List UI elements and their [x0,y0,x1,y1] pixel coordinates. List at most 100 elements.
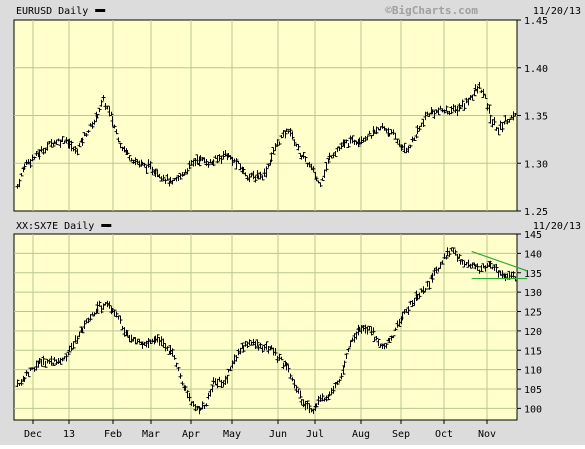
ohlc-bar [264,341,269,350]
y-tick-label: 135 [524,269,542,280]
ohlc-bar [260,175,265,181]
ohlc-bar [374,336,379,341]
ohlc-bar [288,128,293,137]
ohlc-bar [494,263,499,273]
ohlc-bar [71,341,76,350]
ohlc-bar [457,254,462,259]
ohlc-bar [234,158,239,170]
ohlc-bar [311,166,316,172]
ohlc-bar [97,107,102,113]
y-tick-label: 105 [524,385,542,396]
ohlc-bar [148,161,153,170]
ohlc-bar [324,161,329,172]
ohlc-bar [288,373,293,379]
ohlc-bar [341,366,346,375]
ohlc-bar [84,133,89,137]
ohlc-bar [292,379,297,389]
ohlc-bar [376,338,381,347]
ohlc-bar [412,137,417,141]
ohlc-bar [387,338,392,343]
ohlc-bar [97,300,102,307]
ohlc-bar [221,150,226,160]
ohlc-bar [172,355,177,360]
ohlc-bar [41,355,46,366]
ohlc-bar [193,403,198,412]
ohlc-bar [342,360,347,368]
ohlc-bar [95,301,100,314]
ohlc-bar [326,158,331,164]
ohlc-bar [99,99,104,107]
ohlc-bar [365,135,370,141]
ohlc-bar [204,403,209,407]
ohlc-bar [487,104,492,114]
ohlc-bar [236,160,241,165]
ohlc-bar [329,155,334,159]
ohlc-bar [395,138,400,144]
ohlc-bar [225,374,230,384]
ohlc-bar [415,125,420,135]
ohlc-bar [253,340,258,349]
ohlc-bar [470,95,475,101]
ohlc-bar [77,143,82,148]
ohlc-bar [277,141,282,146]
ohlc-bar [296,144,301,151]
ohlc-bar [148,339,153,344]
ohlc-bar [414,134,419,139]
ohlc-bar [240,342,245,349]
ohlc-bar [174,362,179,368]
ohlc-bar [197,156,202,167]
ohlc-bar [241,167,246,173]
panel-date: 11/20/13 [533,221,581,232]
ohlc-bar [258,171,263,180]
ohlc-bar [290,131,295,140]
ohlc-bar [488,114,493,124]
ohlc-bar [384,342,389,349]
y-tick-label: 1.40 [524,64,548,75]
ohlc-bar [69,140,74,152]
ohlc-bar [367,325,372,331]
ohlc-bar [296,388,301,394]
ohlc-bar [170,348,175,357]
ohlc-bar [187,392,192,402]
ohlc-bar [348,340,353,348]
panel-title: XX:SX7E Daily [16,221,94,232]
ohlc-bar [144,165,149,174]
ohlc-bar [114,129,119,135]
ohlc-bar [301,151,306,159]
ohlc-bar [444,255,449,260]
y-tick-label: 1.45 [524,16,548,27]
ohlc-bar [60,136,65,142]
ohlc-bar [421,286,426,295]
ohlc-bar [258,342,263,349]
ohlc-bar [346,143,351,149]
ohlc-bar [19,173,24,177]
ohlc-bar [240,166,245,174]
ohlc-bar [80,327,85,334]
ohlc-bar [284,362,289,371]
y-tick-label: 125 [524,308,542,319]
ohlc-bar [273,347,278,356]
ohlc-bar [333,151,338,158]
ohlc-bar [264,166,269,178]
x-tick-label: Aug [352,429,370,440]
x-tick-label: Jun [269,429,287,440]
ohlc-bar [421,118,426,127]
ohlc-bar [107,301,112,309]
ohlc-bar [417,126,422,132]
ohlc-bar [369,326,374,336]
ohlc-bar [80,137,85,146]
ohlc-bar [185,390,190,399]
ohlc-bar [339,373,344,380]
ohlc-bar [86,317,91,324]
ohlc-bar [286,364,291,373]
x-tick-label: Jul [306,429,324,440]
ohlc-bar [266,163,271,168]
y-tick-label: 115 [524,346,542,357]
ohlc-bar [22,163,27,170]
ohlc-bar [513,113,518,117]
y-tick-label: 1.25 [524,207,548,218]
ohlc-bar [180,381,185,386]
ohlc-bar [423,287,428,292]
ohlc-bar [298,390,303,399]
ohlc-bar [352,139,357,145]
